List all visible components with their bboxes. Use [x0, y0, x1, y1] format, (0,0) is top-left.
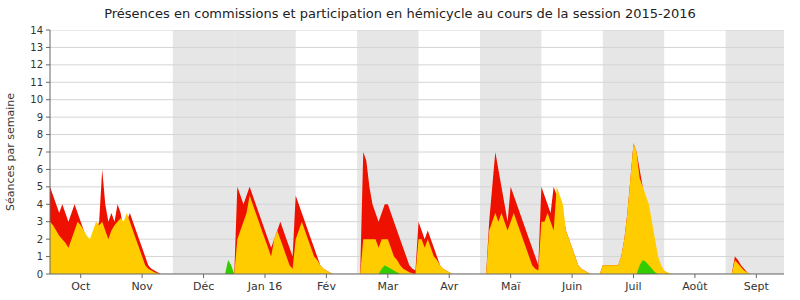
- grid-line: [50, 134, 784, 135]
- y-tick-label: 2: [37, 234, 43, 245]
- x-tick-label: Fév: [317, 280, 336, 293]
- y-tick-label: 14: [30, 25, 43, 36]
- x-tick: [510, 274, 511, 278]
- grid-line: [50, 117, 784, 118]
- y-tick-label: 6: [37, 164, 43, 175]
- y-tick: [46, 30, 50, 31]
- y-tick: [46, 186, 50, 187]
- x-tick-label: Avr: [440, 280, 458, 293]
- y-tick-label: 8: [37, 129, 43, 140]
- x-tick-label: Jan 16: [247, 280, 282, 293]
- y-tick: [46, 82, 50, 83]
- y-tick: [46, 274, 50, 275]
- y-tick: [46, 47, 50, 48]
- y-axis-label: Séances par semaine: [4, 93, 17, 211]
- x-tick: [694, 274, 695, 278]
- x-tick: [449, 274, 450, 278]
- grid-line: [50, 221, 784, 222]
- x-tick: [326, 274, 327, 278]
- y-tick: [46, 152, 50, 153]
- y-tick-label: 5: [37, 181, 43, 192]
- y-tick: [46, 221, 50, 222]
- y-tick: [46, 204, 50, 205]
- y-tick-label: 10: [30, 94, 43, 105]
- x-tick: [203, 274, 204, 278]
- x-tick: [387, 274, 388, 278]
- y-tick-label: 7: [37, 147, 43, 158]
- grid-line: [50, 186, 784, 187]
- area: [50, 260, 784, 274]
- grid-line: [50, 82, 784, 83]
- y-tick-label: 0: [37, 269, 43, 280]
- y-tick: [46, 99, 50, 100]
- grid-line: [50, 152, 784, 153]
- y-tick-label: 11: [30, 77, 43, 88]
- chart: 01234567891011121314OctNovDécJan 16FévMa…: [0, 0, 800, 300]
- x-tick: [756, 274, 757, 278]
- x-tick-label: Juil: [624, 280, 641, 293]
- grid-line: [50, 239, 784, 240]
- x-tick-label: Déc: [193, 280, 214, 293]
- y-tick: [46, 256, 50, 257]
- y-tick-label: 13: [30, 42, 43, 53]
- y-tick: [46, 169, 50, 170]
- y-tick-label: 4: [37, 199, 43, 210]
- x-tick-label: Juin: [561, 280, 582, 293]
- grid-line: [50, 169, 784, 170]
- y-tick: [46, 64, 50, 65]
- y-tick: [46, 134, 50, 135]
- x-tick-label: Nov: [131, 280, 153, 293]
- plot-area: [50, 30, 784, 274]
- y-tick: [46, 117, 50, 118]
- x-axis-line: [50, 274, 784, 275]
- x-tick-label: Mar: [377, 280, 398, 293]
- area: [50, 143, 784, 274]
- x-tick-label: Sept: [744, 280, 770, 293]
- x-tick: [142, 274, 143, 278]
- grid-line: [50, 47, 784, 48]
- x-tick-label: Août: [682, 280, 708, 293]
- x-tick: [572, 274, 573, 278]
- y-tick-label: 12: [30, 59, 43, 70]
- grid-line: [50, 30, 784, 31]
- x-tick-label: Maï: [501, 280, 521, 293]
- title: Présences en commissions et participatio…: [104, 6, 696, 21]
- x-tick: [633, 274, 634, 278]
- x-tick: [264, 274, 265, 278]
- area: [50, 143, 784, 274]
- x-tick: [80, 274, 81, 278]
- x-tick-label: Oct: [71, 280, 91, 293]
- y-tick: [46, 239, 50, 240]
- y-tick-label: 3: [37, 216, 43, 227]
- y-tick-label: 1: [37, 251, 43, 262]
- grid-line: [50, 274, 784, 275]
- grid-line: [50, 64, 784, 65]
- grid-line: [50, 99, 784, 100]
- grid-line: [50, 204, 784, 205]
- y-tick-label: 9: [37, 112, 43, 123]
